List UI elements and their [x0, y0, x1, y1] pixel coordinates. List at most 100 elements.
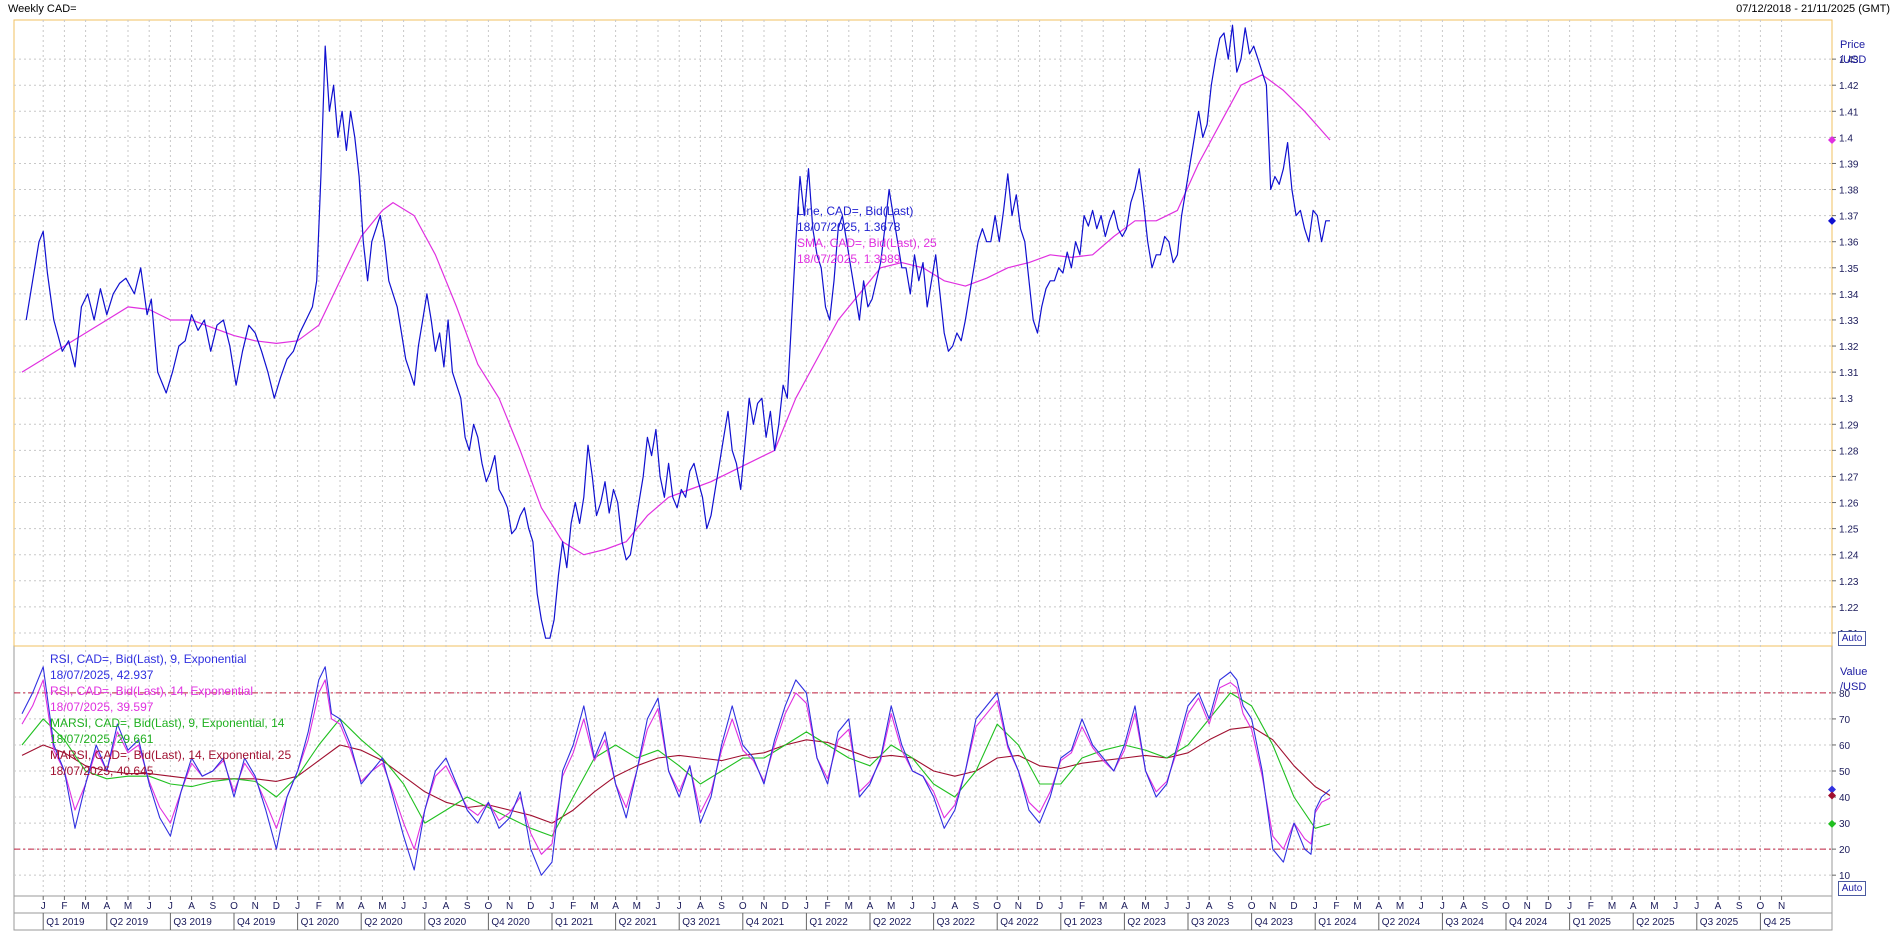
month-label: J — [931, 901, 936, 912]
month-label: O — [993, 901, 1001, 912]
rsi-tick-label: 20 — [1839, 845, 1851, 856]
legend-line-value: 18/07/2025, 1.3678 — [797, 220, 901, 234]
rsi-axis-title: Value /USD — [1840, 665, 1867, 695]
quarter-label: Q4 2023 — [1255, 917, 1294, 928]
month-label: J — [1164, 901, 1169, 912]
rsi-legend: RSI, CAD=, Bid(Last), 9, Exponential 18/… — [50, 651, 291, 779]
sma-last-marker — [1828, 135, 1836, 144]
month-label: N — [506, 901, 513, 912]
month-label: M — [124, 901, 132, 912]
month-label: J — [656, 901, 661, 912]
month-label: N — [252, 901, 259, 912]
month-label: F — [61, 901, 67, 912]
month-label: J — [677, 901, 682, 912]
quarter-label: Q2 2022 — [873, 917, 912, 928]
rsi-axis-title-1: Value — [1840, 666, 1868, 678]
quarter-label: Q4 2021 — [746, 917, 785, 928]
price-tick-label: 1.42 — [1839, 81, 1859, 92]
quarter-label: Q2 2023 — [1127, 917, 1166, 928]
month-label: J — [1058, 901, 1063, 912]
price-tick-label: 1.41 — [1839, 107, 1859, 118]
marsi9-line — [21, 692, 1331, 837]
rsi-tick-label: 30 — [1839, 819, 1851, 830]
month-label: J — [422, 901, 427, 912]
legend-marsi9-label: MARSI, CAD=, Bid(Last), 9, Exponential, … — [50, 716, 285, 730]
price-tick-label: 1.25 — [1839, 525, 1859, 536]
price-last-marker — [1828, 216, 1836, 225]
month-label: S — [718, 901, 725, 912]
legend-marsi14-value: 18/07/2025, 40.645 — [50, 764, 154, 778]
month-label: O — [1757, 901, 1765, 912]
marsi14-last-marker — [1828, 791, 1836, 800]
quarter-label: Q4 2020 — [491, 917, 530, 928]
month-label: M — [590, 901, 598, 912]
month-label: S — [1736, 901, 1743, 912]
rsi9-last-marker — [1828, 785, 1836, 794]
quarter-label: Q1 2020 — [301, 917, 340, 928]
price-tick-label: 1.23 — [1839, 577, 1859, 588]
month-label: D — [1036, 901, 1043, 912]
rsi-tick-label: 60 — [1839, 741, 1851, 752]
quarter-label: Q1 2023 — [1064, 917, 1103, 928]
date-range: 07/12/2018 - 21/11/2025 (GMT) — [1736, 3, 1890, 15]
month-label: A — [1630, 901, 1637, 912]
month-label: J — [1440, 901, 1445, 912]
price-tick-label: 1.3 — [1839, 394, 1853, 405]
month-label: A — [103, 901, 110, 912]
month-label: A — [867, 901, 874, 912]
quarter-label: Q4 2022 — [1000, 917, 1039, 928]
month-label: J — [550, 901, 555, 912]
price-tick-label: 1.43 — [1839, 55, 1859, 66]
price-axis-title-2: /USD — [1840, 54, 1867, 66]
month-label: J — [401, 901, 406, 912]
quarter-label: Q1 2021 — [555, 917, 594, 928]
price-auto-button[interactable]: Auto — [1838, 631, 1866, 646]
month-label: M — [887, 901, 895, 912]
legend-marsi14-label: MARSI, CAD=, Bid(Last), 14, Exponential,… — [50, 748, 292, 762]
rsi9-line — [21, 666, 1331, 876]
month-label: A — [697, 901, 704, 912]
price-tick-label: 1.4 — [1839, 133, 1853, 144]
price-tick-label: 1.39 — [1839, 159, 1859, 170]
rsi-tick-label: 70 — [1839, 715, 1851, 726]
legend-marsi9-value: 18/07/2025, 29.661 — [50, 732, 154, 746]
month-label: J — [1186, 901, 1191, 912]
month-label: F — [825, 901, 831, 912]
rsi-auto-button[interactable]: Auto — [1838, 881, 1866, 896]
month-label: F — [1588, 901, 1594, 912]
month-label: M — [845, 901, 853, 912]
price-legend: Line, CAD=, Bid(Last) 18/07/2025, 1.3678… — [797, 203, 937, 267]
quarter-label: Q4 2024 — [1509, 917, 1548, 928]
price-tick-label: 1.31 — [1839, 368, 1859, 379]
price-tick-label: 1.29 — [1839, 420, 1859, 431]
month-label: J — [295, 901, 300, 912]
month-label: J — [1419, 901, 1424, 912]
month-label: J — [168, 901, 173, 912]
quarter-label: Q3 2024 — [1445, 917, 1484, 928]
month-label: N — [1778, 901, 1785, 912]
month-label: M — [1141, 901, 1149, 912]
month-label: O — [1248, 901, 1256, 912]
rsi-tick-label: 50 — [1839, 767, 1851, 778]
month-label: O — [485, 901, 493, 912]
quarter-label: Q2 2020 — [364, 917, 403, 928]
month-label: M — [1608, 901, 1616, 912]
month-label: M — [1396, 901, 1404, 912]
price-axis-title: Price /USD — [1840, 38, 1866, 68]
quarter-label: Q2 2024 — [1382, 917, 1421, 928]
month-label: O — [230, 901, 238, 912]
marsi14-line — [21, 726, 1331, 824]
legend-rsi14-label: RSI, CAD=, Bid(Last), 14, Exponential — [50, 684, 254, 698]
month-label: A — [951, 901, 958, 912]
marsi9-last-marker — [1828, 819, 1836, 828]
chart-title: Weekly CAD= — [8, 3, 77, 15]
month-label: J — [1673, 901, 1678, 912]
quarter-label: Q2 2025 — [1636, 917, 1675, 928]
month-label: D — [1545, 901, 1552, 912]
month-label: J — [147, 901, 152, 912]
month-label: J — [804, 901, 809, 912]
legend-sma-value: 18/07/2025, 1.3989 — [797, 252, 901, 266]
month-label: J — [910, 901, 915, 912]
